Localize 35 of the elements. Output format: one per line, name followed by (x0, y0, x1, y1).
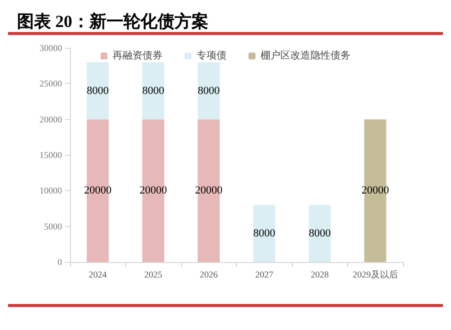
bar (308, 204, 331, 262)
bar (86, 119, 109, 262)
bar (198, 119, 220, 262)
data-label: 20000 (195, 184, 223, 197)
data-label: 8000 (198, 84, 220, 97)
bar (364, 119, 386, 262)
y-tick-label: 10000 (40, 186, 62, 196)
y-tick-label: 15000 (40, 150, 62, 160)
y-tick-label: 25000 (40, 78, 62, 89)
data-label: 8000 (86, 84, 110, 97)
y-tick-label: 0 (58, 257, 62, 267)
data-label: 20000 (84, 184, 112, 197)
x-tick-label: 2027 (255, 270, 274, 280)
x-tick-label: 2025 (144, 270, 163, 280)
bar (253, 204, 276, 262)
x-tick-label: 2029及以后 (352, 270, 398, 280)
bar (86, 62, 109, 120)
legend-label: 专项债 (196, 50, 226, 62)
x-tick-label: 2028 (310, 270, 330, 280)
x-tick-label: 2024 (88, 270, 108, 280)
x-tick-label: 2026 (200, 270, 218, 280)
data-label: 8000 (142, 84, 165, 97)
y-tick-label: 5000 (44, 221, 62, 232)
chart-title: 图表 20：新一轮化债方案 (17, 11, 208, 31)
legend-label: 棚户区改造隐性债务 (260, 50, 350, 62)
data-label: 8000 (308, 227, 332, 240)
data-label: 20000 (140, 184, 168, 197)
bar (142, 119, 164, 262)
legend-label: 再融资债券 (112, 50, 162, 62)
data-label: 8000 (253, 227, 276, 240)
y-tick-label: 30000 (40, 43, 62, 53)
bar (142, 62, 164, 120)
y-tick-label: 20000 (40, 114, 62, 124)
data-label: 20000 (362, 184, 390, 197)
bar (198, 62, 220, 120)
